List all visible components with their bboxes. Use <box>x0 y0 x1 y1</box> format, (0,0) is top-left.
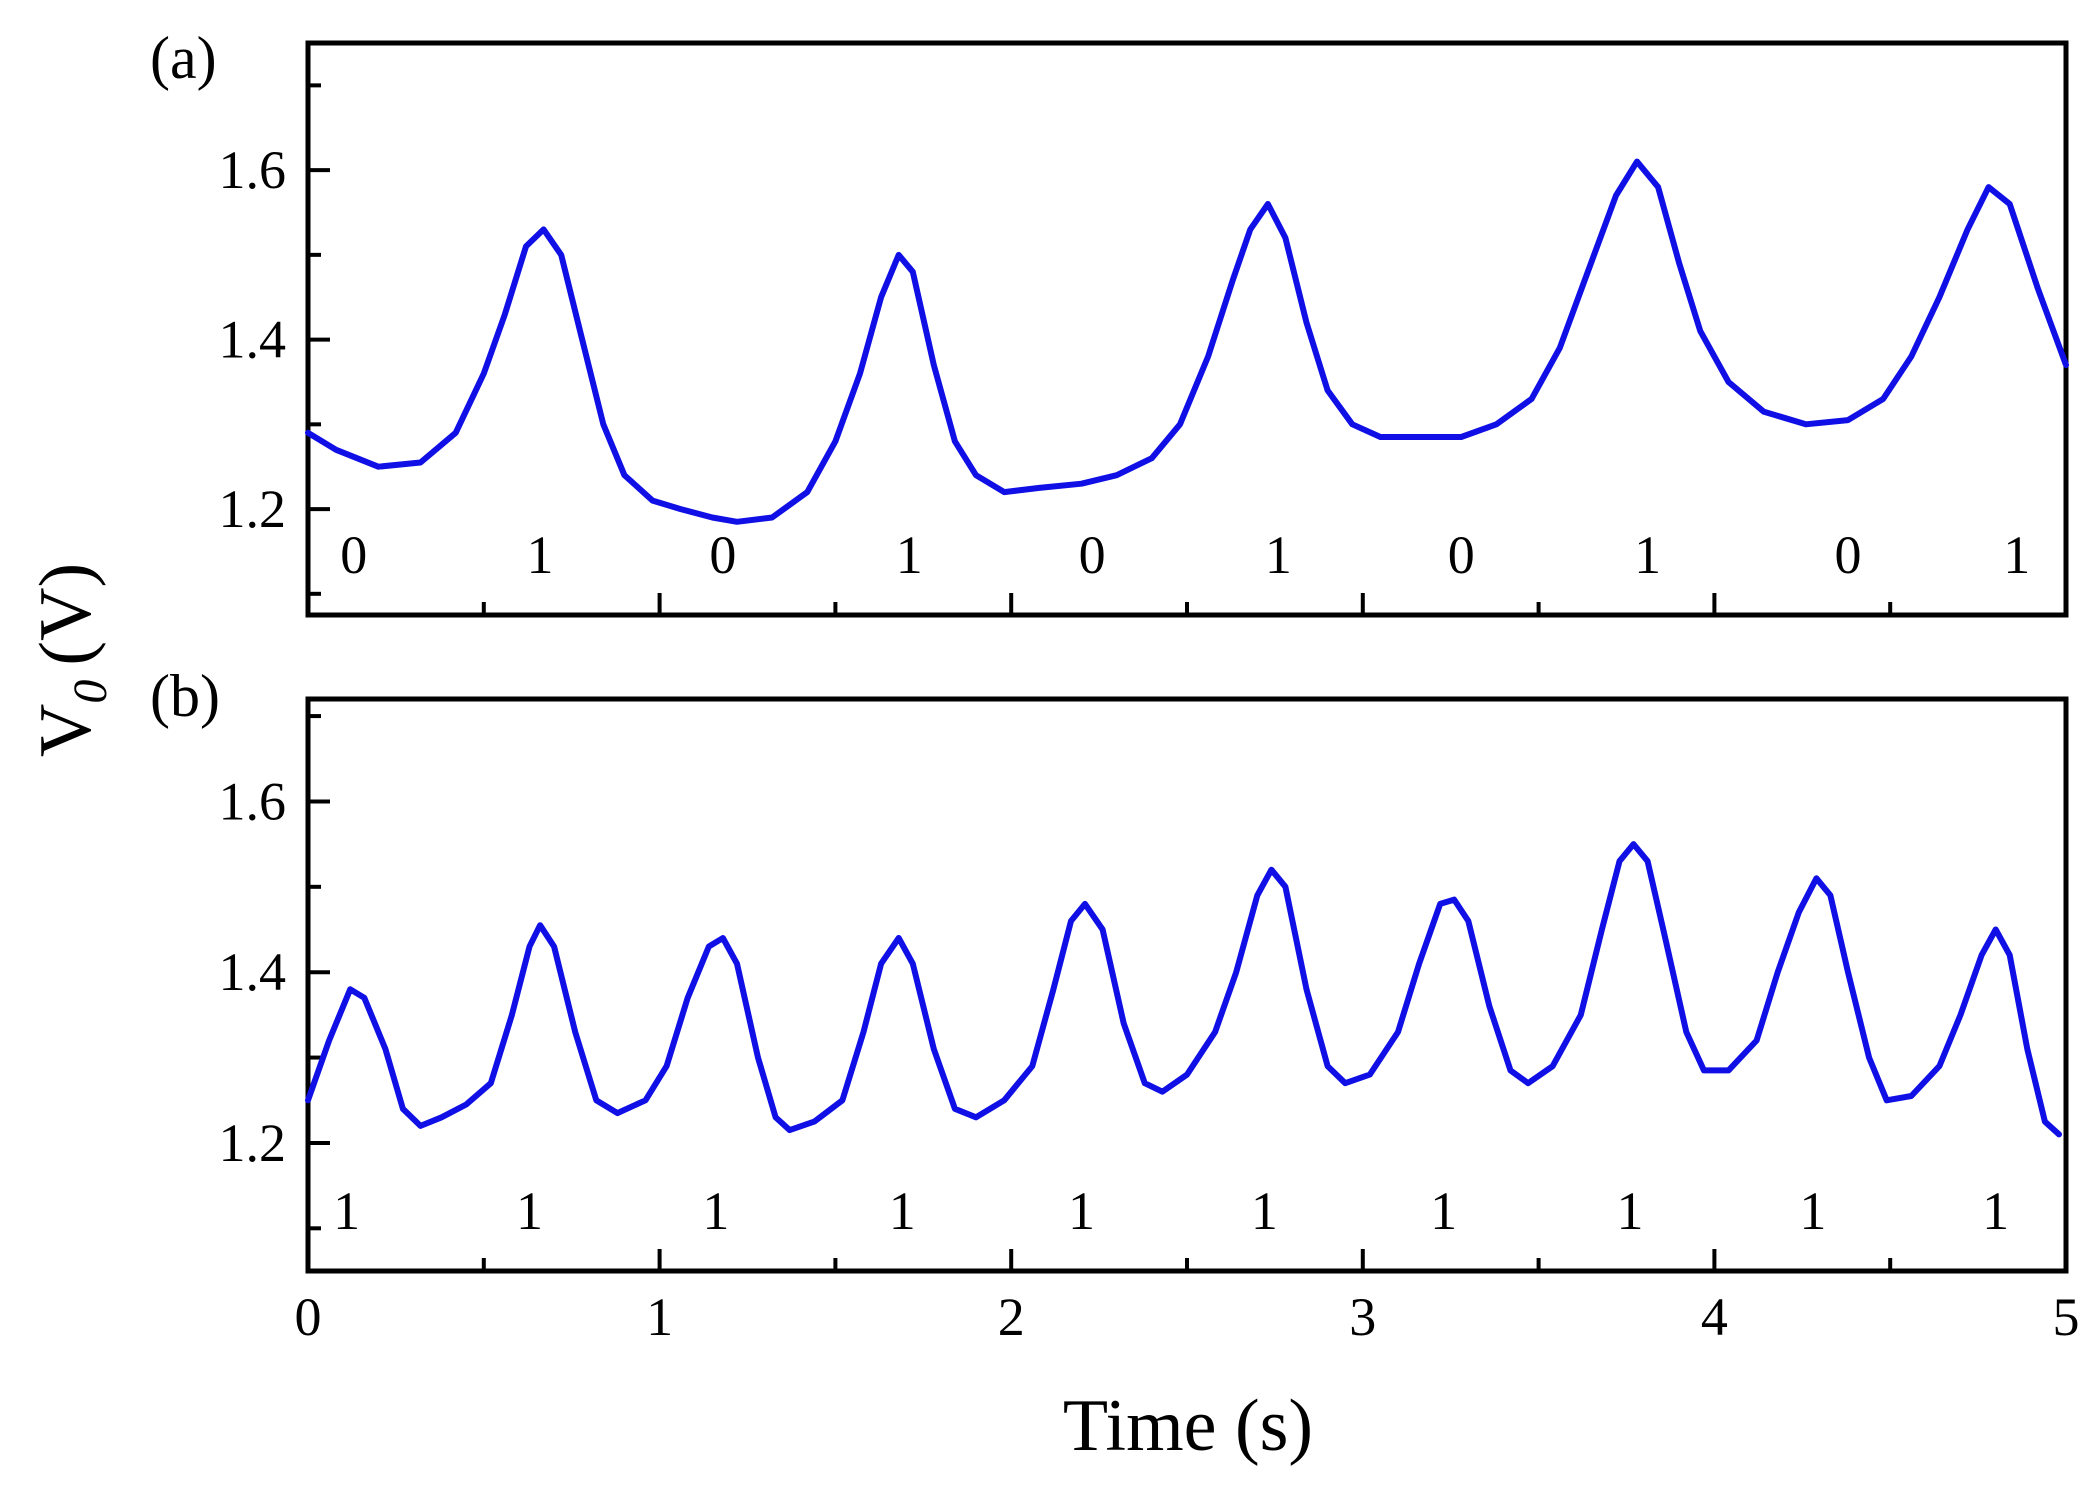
bit-label: 1 <box>1982 1181 2009 1241</box>
bit-label: 1 <box>2003 525 2030 585</box>
bit-label: 0 <box>1835 525 1862 585</box>
y-tick-label: 1.4 <box>219 310 287 370</box>
bit-label: 1 <box>1430 1181 1457 1241</box>
bit-label: 1 <box>516 1181 543 1241</box>
y-tick-label: 1.6 <box>219 771 287 831</box>
panel-a-frame <box>305 40 2069 618</box>
bit-label: 0 <box>340 525 367 585</box>
bit-label: 1 <box>1265 525 1292 585</box>
panel-a-y-tick-labels: 1.2 1.4 1.6 <box>219 140 287 539</box>
bit-label: 1 <box>702 1181 729 1241</box>
bit-label: 1 <box>1634 525 1661 585</box>
y-axis-title-symbol: V <box>25 704 107 757</box>
x-tick-label: 1 <box>646 1287 673 1347</box>
y-tick-label: 1.6 <box>219 140 287 200</box>
x-tick-label: 0 <box>295 1287 322 1347</box>
panel-b-bit-labels: 1 1 1 1 1 1 1 1 1 1 <box>333 1181 2009 1241</box>
y-axis-title-unit: (V) <box>25 563 107 666</box>
bit-label: 0 <box>1079 525 1106 585</box>
x-axis-title: Time (s) <box>1063 1385 1313 1467</box>
y-axis-title: V0 (V) <box>25 563 117 757</box>
panel-a: (a) 1.2 1.4 1.6 0 1 0 1 0 1 0 1 0 1 <box>150 25 2069 618</box>
y-axis-title-subscript: 0 <box>64 680 117 704</box>
bit-label: 1 <box>527 525 554 585</box>
panel-a-ticks <box>306 83 2068 615</box>
panel-b-label: (b) <box>150 663 220 729</box>
bit-label: 0 <box>1448 525 1475 585</box>
bit-label: 1 <box>1617 1181 1644 1241</box>
x-tick-label: 3 <box>1349 1287 1376 1347</box>
y-tick-label: 1.2 <box>219 1113 287 1173</box>
bit-label: 0 <box>709 525 736 585</box>
bit-label: 1 <box>1068 1181 1095 1241</box>
bit-label: 1 <box>333 1181 360 1241</box>
panel-a-bit-labels: 0 1 0 1 0 1 0 1 0 1 <box>340 525 2030 585</box>
panel-a-label: (a) <box>150 25 217 91</box>
bit-label: 1 <box>889 1181 916 1241</box>
bit-label: 1 <box>896 525 923 585</box>
panel-b-y-tick-labels: 1.2 1.4 1.6 <box>219 771 287 1172</box>
panel-b-x-tick-labels: 0 1 2 3 4 5 <box>295 1287 2080 1347</box>
x-tick-label: 2 <box>998 1287 1025 1347</box>
svg-text:V0(V): V0 (V) <box>25 563 117 757</box>
y-tick-label: 1.4 <box>219 942 287 1002</box>
panel-b-ticks <box>306 714 2068 1271</box>
y-tick-label: 1.2 <box>219 479 287 539</box>
x-tick-label: 4 <box>1701 1287 1728 1347</box>
bit-label: 1 <box>1251 1181 1278 1241</box>
x-tick-label: 5 <box>2053 1287 2080 1347</box>
bit-label: 1 <box>1799 1181 1826 1241</box>
panel-a-series-line <box>305 158 2069 525</box>
panel-b-series-line <box>305 841 2062 1138</box>
